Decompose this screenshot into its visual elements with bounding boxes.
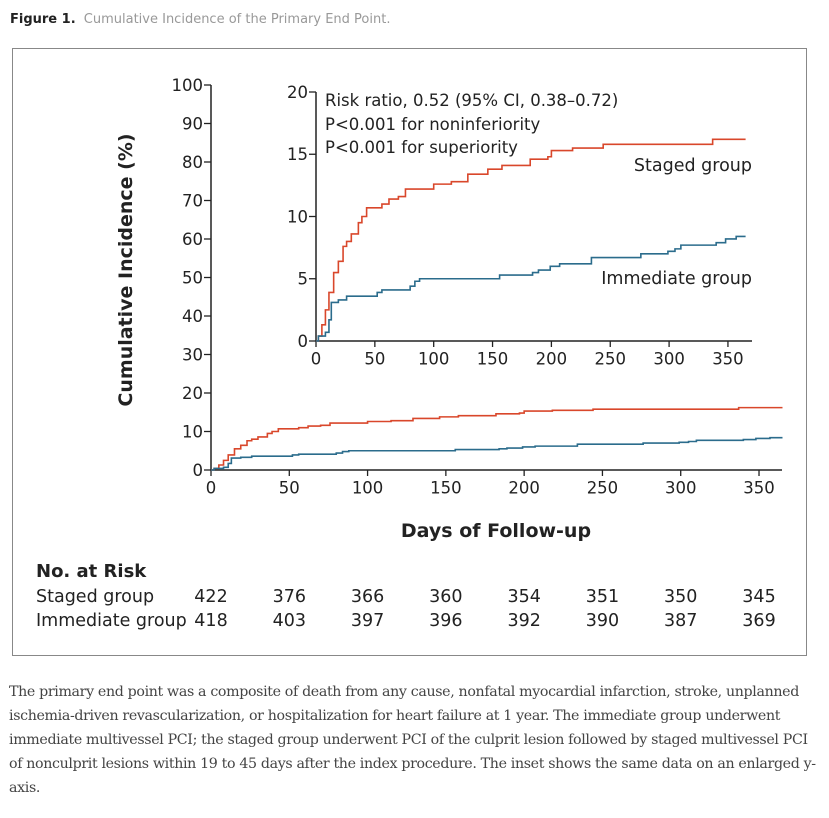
risk-value-immediate: 369 [742,611,775,631]
inset-annotation-3: P<0.001 for superiority [325,138,518,157]
risk-row-staged-label: Staged group [36,587,154,607]
main-x-tick-label: 200 [508,479,540,498]
main-y-tick-label: 100 [172,76,204,95]
risk-value-staged: 422 [194,587,227,607]
inset-x-tick-label: 350 [712,350,744,369]
inset-axes: 0 50 100 150 200 250 300 350 0 5 10 15 20 [287,83,752,369]
main-y-tick-label: 70 [182,191,203,210]
main-x-tick-label: 0 [206,479,217,498]
main-y-tick-label: 60 [182,230,203,249]
risk-value-immediate: 403 [273,611,306,631]
main-y-tick-label: 20 [182,384,203,403]
chart: 0 50 100 150 200 250 300 3500102030405060708090… [36,76,783,631]
inset-x-tick-label: 300 [653,350,685,369]
risk-values: 422 376 366 360 354 351 350 345 418 403 397 396 392 3… [194,587,775,631]
risk-value-staged: 360 [429,587,462,607]
inset-staged-line [316,138,746,342]
main-x-tick-label: 300 [665,479,697,498]
inset-y-tick-label: 0 [298,332,309,351]
main-y-tick-label: 10 [182,422,203,441]
inset-annotation-1: Risk ratio, 0.52 (95% CI, 0.38–0.72) [325,91,618,110]
risk-value-staged: 351 [586,587,619,607]
inset-x-tick-label: 50 [364,350,385,369]
risk-value-staged: 345 [742,587,775,607]
risk-value-staged: 354 [507,587,540,607]
inset-annotation-2: P<0.001 for noninferiority [325,115,541,134]
y-axis-label: Cumulative Incidence (%) [115,133,137,406]
main-y-tick-label: 90 [182,114,203,133]
inset-y-tick-label: 15 [287,145,308,164]
inset-label-immediate: Immediate group [601,269,752,289]
risk-value-immediate: 387 [664,611,697,631]
main-y-tick-label: 30 [182,345,203,364]
inset-y-tick-label: 20 [287,83,308,102]
inset-x-tick-label: 200 [536,350,568,369]
main-x-tick-label: 150 [430,479,462,498]
main-immediate-line [211,436,783,471]
main-x-tick-label: 250 [587,479,619,498]
inset-x-tick-label: 250 [594,350,626,369]
risk-value-immediate: 396 [429,611,462,631]
risk-value-immediate: 392 [507,611,540,631]
inset-label-staged: Staged group [634,156,752,176]
main-y-tick-label: 80 [182,153,203,172]
main-x-tick-label: 350 [743,479,775,498]
inset-y-tick-label: 10 [287,207,308,226]
risk-value-immediate: 390 [586,611,619,631]
risk-row-immediate-label: Immediate group [36,611,187,631]
main-y-tick-label: 40 [182,307,203,326]
risk-value-immediate: 418 [194,611,227,631]
inset-x-tick-label: 0 [311,350,322,369]
inset-x-tick-label: 150 [477,350,509,369]
main-x-tick-label: 100 [352,479,384,498]
risk-value-staged: 350 [664,587,697,607]
main-y-tick-label: 0 [193,461,204,480]
risk-table-title: No. at Risk [36,561,147,582]
figure-caption: The primary end point was a composite of… [9,684,816,796]
main-staged-line [211,406,783,471]
risk-value-staged: 376 [273,587,306,607]
main-y-tick-label: 50 [182,268,203,287]
risk-value-staged: 366 [351,587,384,607]
main-x-tick-label: 50 [279,479,300,498]
inset-y-tick-label: 5 [298,270,309,289]
main-axes: 0 50 100 150 200 250 300 3500102030405060708090… [172,76,783,498]
inset-immediate-line [316,235,746,342]
risk-value-immediate: 397 [351,611,384,631]
figure-title: Figure 1. Cumulative Incidence of the Pr… [10,12,390,27]
figure-frame [12,48,807,656]
inset-x-tick-label: 100 [418,350,450,369]
figure-label: Figure 1. [10,12,76,27]
x-axis-label: Days of Follow-up [401,520,591,542]
figure-title-text: Cumulative Incidence of the Primary End … [83,12,391,27]
